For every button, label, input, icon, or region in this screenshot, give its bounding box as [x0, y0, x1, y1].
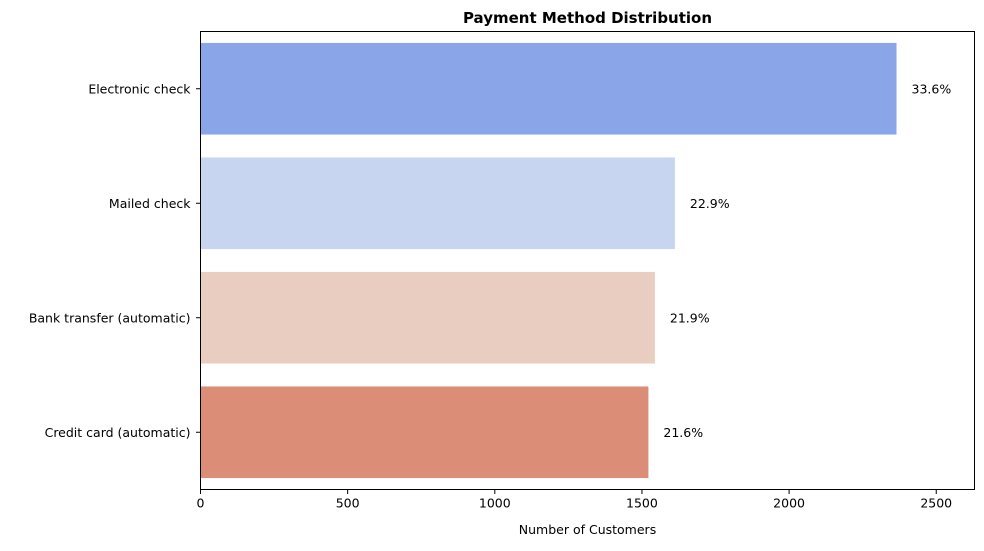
data-label-2: 21.9%: [670, 310, 710, 325]
y-tick-label-1: Mailed check: [109, 196, 191, 211]
bar-3: [200, 386, 649, 479]
data-label-1: 22.9%: [690, 196, 730, 211]
data-labels-layer: 33.6% 22.9% 21.9% 21.6%: [663, 81, 951, 440]
x-tick-label-2: 1000: [479, 496, 511, 511]
chart-title: Payment Method Distribution: [463, 9, 712, 27]
x-axis-label: Number of Customers: [519, 522, 656, 537]
y-tick-label-2: Bank transfer (automatic): [29, 310, 191, 325]
y-tick-label-0: Electronic check: [88, 81, 191, 96]
bar-1: [200, 157, 675, 250]
bar-2: [200, 271, 655, 364]
bars-layer: [200, 42, 897, 479]
x-tick-label-3: 1500: [626, 496, 658, 511]
plot-frame: [200, 31, 975, 490]
x-tick-label-1: 500: [336, 496, 360, 511]
x-axis: 0 500 1000 1500 2000 2500: [197, 489, 952, 511]
x-tick-label-4: 2000: [773, 496, 805, 511]
bar-0: [200, 42, 897, 135]
data-label-0: 33.6%: [912, 81, 952, 96]
data-label-3: 21.6%: [663, 425, 703, 440]
y-tick-label-3: Credit card (automatic): [45, 425, 191, 440]
y-axis: Electronic check Mailed check Bank transfe…: [29, 81, 201, 440]
x-tick-label-5: 2500: [920, 496, 952, 511]
x-tick-label-0: 0: [197, 496, 205, 511]
